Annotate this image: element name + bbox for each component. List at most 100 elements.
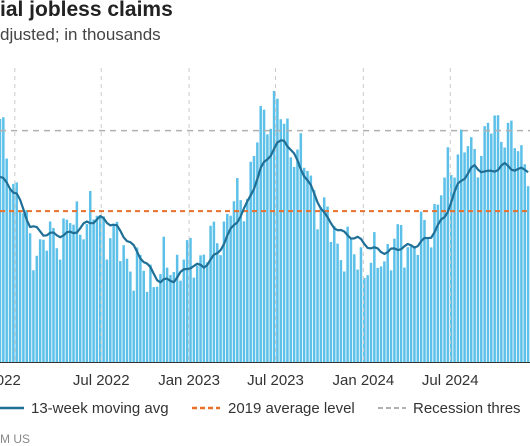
weekly-bar (202, 254, 206, 362)
weekly-bar (413, 246, 416, 362)
weekly-bar (22, 213, 25, 362)
weekly-bar (182, 259, 186, 362)
weekly-bar (132, 290, 135, 362)
weekly-bar (152, 287, 155, 362)
weekly-bar (436, 204, 440, 362)
weekly-bar (466, 146, 470, 362)
weekly-bar (302, 167, 306, 362)
weekly-bar (306, 170, 309, 362)
x-tick-label: Jul 2022 (73, 372, 130, 389)
weekly-bar (506, 122, 510, 362)
weekly-bar (416, 254, 420, 362)
weekly-bar (296, 149, 299, 362)
weekly-bar (175, 254, 179, 362)
weekly-bar (189, 237, 192, 362)
weekly-bar (470, 137, 473, 362)
weekly-bar (115, 221, 119, 362)
weekly-bar (353, 254, 356, 362)
weekly-bar (486, 122, 490, 362)
weekly-bar (8, 189, 12, 362)
x-tick-label: Jul 2024 (422, 372, 479, 389)
weekly-bar (5, 158, 8, 362)
weekly-bar (209, 225, 212, 362)
weekly-bar (179, 280, 182, 362)
weekly-bar (493, 115, 496, 363)
weekly-bar (0, 119, 2, 362)
weekly-bar (159, 274, 162, 362)
weekly-bar (286, 118, 289, 362)
weekly-bar (78, 234, 82, 362)
weekly-bar (356, 269, 359, 362)
weekly-bar (366, 275, 369, 362)
weekly-bar (119, 261, 122, 362)
grid-layer (14, 68, 451, 362)
weekly-bar (135, 247, 139, 362)
weekly-bar (85, 224, 89, 362)
weekly-bar (433, 204, 436, 362)
weekly-bar (483, 126, 486, 363)
weekly-bar (192, 277, 196, 362)
weekly-bar (229, 215, 232, 362)
weekly-bar (88, 190, 92, 362)
weekly-bar (32, 270, 35, 362)
weekly-bar (500, 141, 503, 362)
weekly-bar (25, 209, 28, 362)
weekly-bar (456, 154, 460, 362)
x-tick-label: 2022 (0, 372, 21, 389)
weekly-bar (292, 167, 296, 362)
weekly-bar (476, 177, 480, 362)
weekly-bar (449, 174, 453, 362)
weekly-bar (389, 270, 393, 362)
weekly-bar (496, 115, 500, 363)
weekly-bar (319, 207, 323, 362)
weekly-bar (359, 247, 363, 362)
weekly-bar (38, 239, 42, 362)
weekly-bar (309, 175, 313, 362)
weekly-bar (332, 225, 336, 362)
weekly-bar (276, 98, 279, 362)
weekly-bar (299, 133, 303, 362)
weekly-bar (526, 186, 530, 362)
weekly-bar (195, 265, 199, 362)
weekly-bar (252, 156, 256, 362)
weekly-bar (269, 128, 272, 362)
x-tick-label: Jul 2023 (247, 372, 304, 389)
weekly-bar (45, 250, 49, 362)
weekly-bar (409, 246, 413, 362)
weekly-bar (205, 262, 209, 362)
weekly-bar (383, 261, 386, 362)
weekly-bar (28, 233, 32, 362)
weekly-bar (105, 259, 109, 362)
weekly-bar (446, 147, 450, 362)
legend-label-recession: Recession thres (413, 400, 521, 417)
weekly-bar (99, 215, 102, 362)
weekly-bar (376, 267, 379, 362)
jobless-claims-chart: 2022 Jul 2022 Jan 2023 Jul 2023 Jan 2024 Jul … (0, 68, 530, 417)
weekly-bar (216, 243, 219, 362)
chart-subtitle: djusted; in thousands (0, 25, 161, 44)
weekly-bar (429, 247, 433, 362)
weekly-bar (490, 133, 493, 362)
x-axis: 2022 Jul 2022 Jan 2023 Jul 2023 Jan 2024 Jul … (0, 362, 530, 389)
weekly-bar (109, 238, 112, 362)
weekly-bar (139, 254, 142, 362)
weekly-bar (423, 219, 426, 362)
weekly-bar (68, 223, 72, 362)
weekly-bar (346, 226, 349, 362)
weekly-bar (185, 240, 189, 362)
weekly-bar (236, 178, 239, 362)
weekly-bar (386, 244, 389, 362)
weekly-bar (246, 198, 249, 362)
weekly-bar (463, 152, 466, 362)
weekly-bar (112, 224, 115, 362)
weekly-bar (513, 148, 516, 362)
weekly-bar (523, 164, 526, 362)
weekly-bar (18, 211, 22, 362)
weekly-bar (165, 267, 169, 362)
weekly-bar (289, 157, 293, 362)
weekly-bar (52, 227, 55, 362)
weekly-bar (2, 117, 5, 362)
weekly-bar (336, 243, 339, 362)
weekly-bar (480, 155, 483, 362)
weekly-bar (272, 90, 276, 362)
